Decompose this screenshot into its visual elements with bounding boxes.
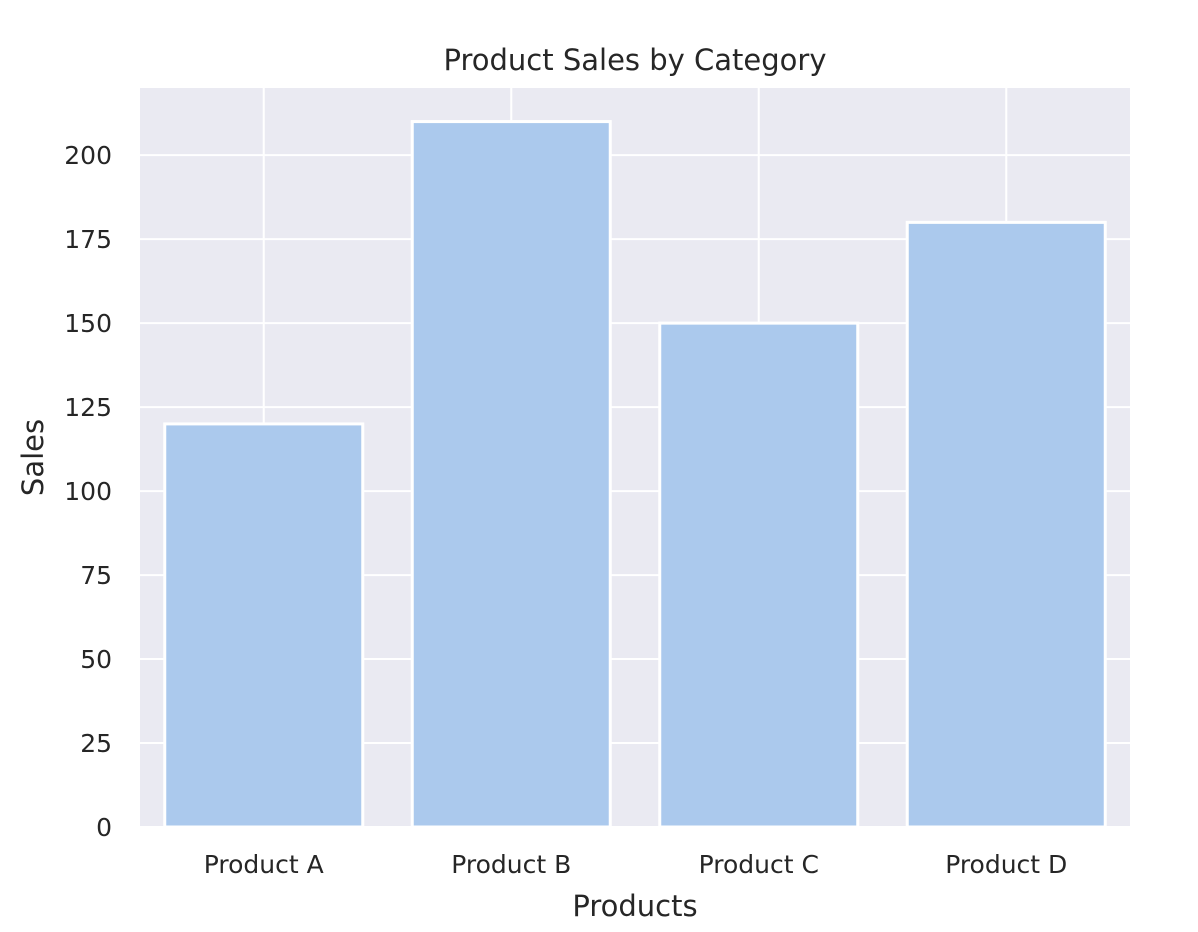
y-tick-label: 100 — [64, 477, 112, 506]
y-tick-label: 150 — [64, 309, 112, 338]
x-tick-label: Product D — [945, 850, 1067, 879]
y-tick-label: 50 — [80, 645, 112, 674]
x-tick-label: Product B — [451, 850, 571, 879]
y-tick-label: 0 — [96, 813, 112, 842]
y-tick-label: 200 — [64, 141, 112, 170]
y-axis-label: Sales — [16, 419, 50, 496]
y-tick-label: 175 — [64, 225, 112, 254]
bar-product-c — [658, 321, 860, 829]
chart-title: Product Sales by Category — [444, 43, 827, 77]
bar-product-b — [410, 120, 612, 829]
x-tick-label: Product C — [699, 850, 819, 879]
y-axis-ticks: 0 25 50 75 100 125 150 175 200 — [64, 141, 112, 842]
x-axis-ticks: Product A Product B Product C Product D — [204, 850, 1068, 879]
x-tick-label: Product A — [204, 850, 324, 879]
y-tick-label: 75 — [80, 561, 112, 590]
x-axis-label: Products — [572, 889, 697, 923]
bars — [163, 120, 1107, 829]
bar-product-d — [905, 220, 1107, 829]
bar-product-a — [163, 422, 365, 829]
y-tick-label: 25 — [80, 729, 112, 758]
y-tick-label: 125 — [64, 393, 112, 422]
